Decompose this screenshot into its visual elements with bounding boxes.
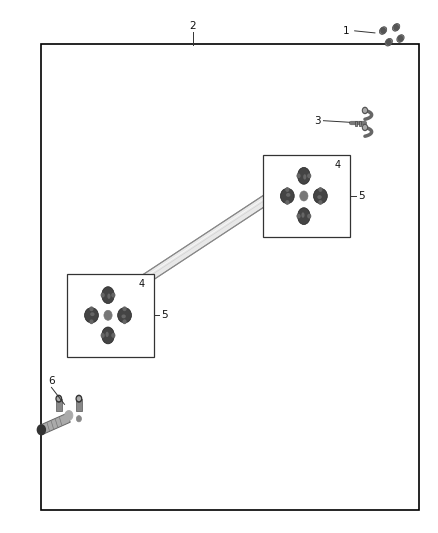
Bar — [355, 121, 357, 126]
Polygon shape — [106, 156, 328, 308]
Text: 3: 3 — [314, 116, 321, 126]
Ellipse shape — [286, 193, 290, 197]
Circle shape — [319, 188, 322, 191]
Text: 4: 4 — [334, 160, 340, 170]
Polygon shape — [40, 413, 70, 434]
Circle shape — [101, 294, 104, 297]
Ellipse shape — [102, 287, 114, 304]
Circle shape — [56, 395, 61, 402]
Ellipse shape — [303, 174, 306, 180]
Circle shape — [104, 310, 112, 320]
Circle shape — [387, 39, 391, 45]
Circle shape — [364, 109, 366, 112]
Polygon shape — [56, 399, 62, 411]
Polygon shape — [105, 295, 111, 335]
Circle shape — [76, 395, 81, 402]
Ellipse shape — [107, 294, 110, 299]
Ellipse shape — [297, 208, 310, 224]
Polygon shape — [287, 192, 321, 199]
Circle shape — [78, 397, 80, 400]
Ellipse shape — [317, 195, 322, 199]
Text: 5: 5 — [162, 310, 168, 320]
Ellipse shape — [379, 27, 387, 34]
Text: 5: 5 — [358, 191, 365, 201]
Text: 1: 1 — [343, 26, 350, 36]
Circle shape — [286, 201, 289, 204]
Circle shape — [297, 174, 300, 177]
Bar — [41, 44, 419, 511]
Ellipse shape — [106, 332, 109, 337]
Ellipse shape — [90, 312, 95, 316]
Circle shape — [76, 416, 81, 422]
Circle shape — [112, 294, 115, 297]
Ellipse shape — [385, 38, 392, 46]
Circle shape — [319, 201, 322, 204]
Bar — [262, 155, 350, 237]
Bar — [67, 274, 154, 357]
Text: 6: 6 — [48, 376, 55, 386]
Circle shape — [297, 214, 300, 218]
Ellipse shape — [102, 327, 114, 344]
Polygon shape — [76, 399, 82, 411]
Circle shape — [364, 126, 366, 129]
Circle shape — [57, 397, 60, 400]
Circle shape — [90, 307, 93, 310]
Text: 2: 2 — [190, 21, 196, 30]
Polygon shape — [301, 176, 307, 216]
Ellipse shape — [397, 35, 404, 42]
Bar — [359, 121, 361, 126]
Circle shape — [398, 36, 403, 41]
Circle shape — [381, 28, 385, 33]
Circle shape — [37, 425, 46, 435]
Ellipse shape — [118, 308, 131, 323]
Ellipse shape — [85, 308, 99, 323]
Ellipse shape — [297, 167, 310, 184]
Circle shape — [300, 191, 308, 201]
Circle shape — [65, 410, 73, 421]
Circle shape — [123, 307, 126, 310]
Circle shape — [363, 107, 367, 114]
Circle shape — [101, 334, 104, 337]
Ellipse shape — [314, 188, 327, 204]
Circle shape — [363, 124, 367, 131]
Polygon shape — [92, 312, 124, 319]
Circle shape — [123, 320, 126, 324]
Circle shape — [286, 188, 289, 191]
Ellipse shape — [280, 188, 294, 204]
Circle shape — [90, 320, 93, 324]
Ellipse shape — [392, 23, 400, 31]
Circle shape — [112, 334, 115, 337]
Circle shape — [308, 214, 311, 218]
Ellipse shape — [301, 212, 304, 217]
Text: 4: 4 — [139, 279, 145, 289]
Circle shape — [394, 25, 398, 30]
Circle shape — [308, 174, 311, 177]
Ellipse shape — [121, 314, 126, 318]
